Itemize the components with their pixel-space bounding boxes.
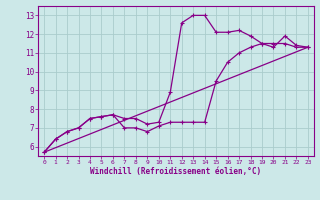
X-axis label: Windchill (Refroidissement éolien,°C): Windchill (Refroidissement éolien,°C) [91,167,261,176]
